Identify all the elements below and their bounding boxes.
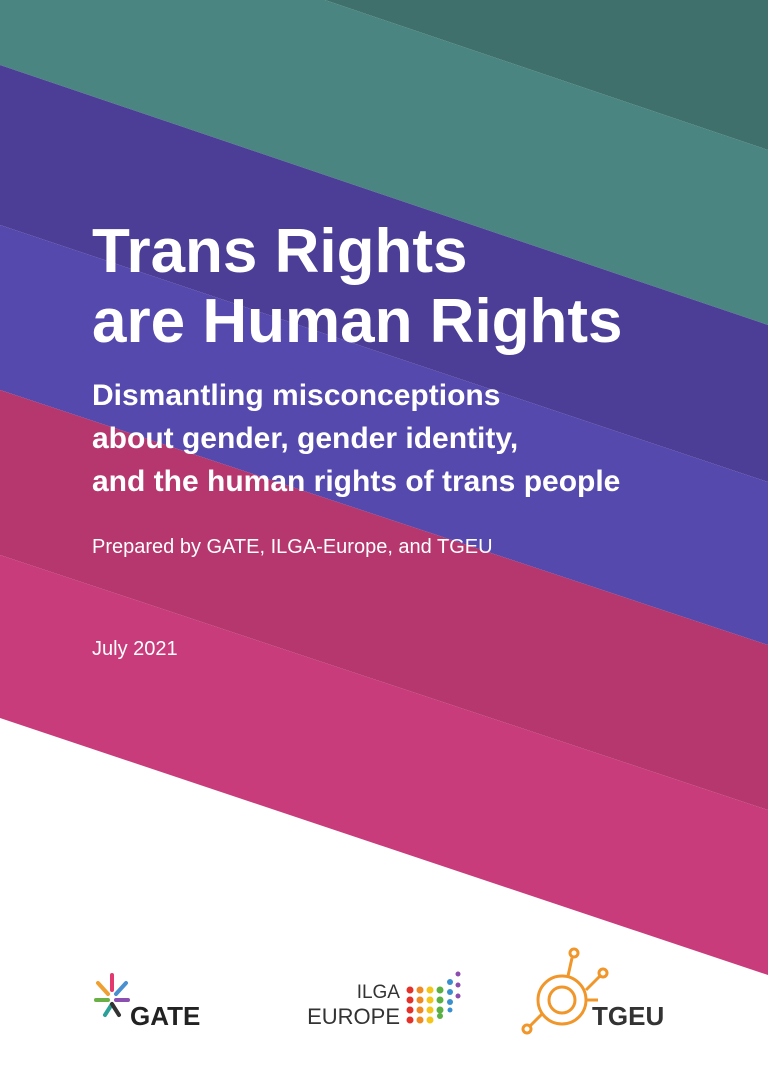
tgeu-logo [521,947,609,1035]
title-line: are Human Rights [92,287,623,356]
ilga-text: ILGA [357,982,401,1003]
stripe [0,555,768,975]
ilga-logo: ILGA EUROPE [307,971,461,1029]
title-line: Trans Rights [92,217,468,286]
date: July 2021 [92,638,178,660]
stripe [0,0,768,325]
subtitle-line: and the human rights of trans people [92,465,620,498]
subtitle-line: about gender, gender identity, [92,422,518,455]
stripe [0,225,768,645]
prepared-by: Prepared by GATE, ILGA-Europe, and TGEU [92,536,493,558]
stripe [0,390,768,810]
gate-text: GATE [130,1001,200,1031]
tgeu-text: TGEU [592,1001,664,1031]
stripe [0,65,768,482]
subtitle-line: Dismantling misconceptions [92,379,500,412]
stripe [0,0,768,150]
europe-text: EUROPE [307,1004,400,1029]
gate-logo: GATE [94,973,200,1031]
